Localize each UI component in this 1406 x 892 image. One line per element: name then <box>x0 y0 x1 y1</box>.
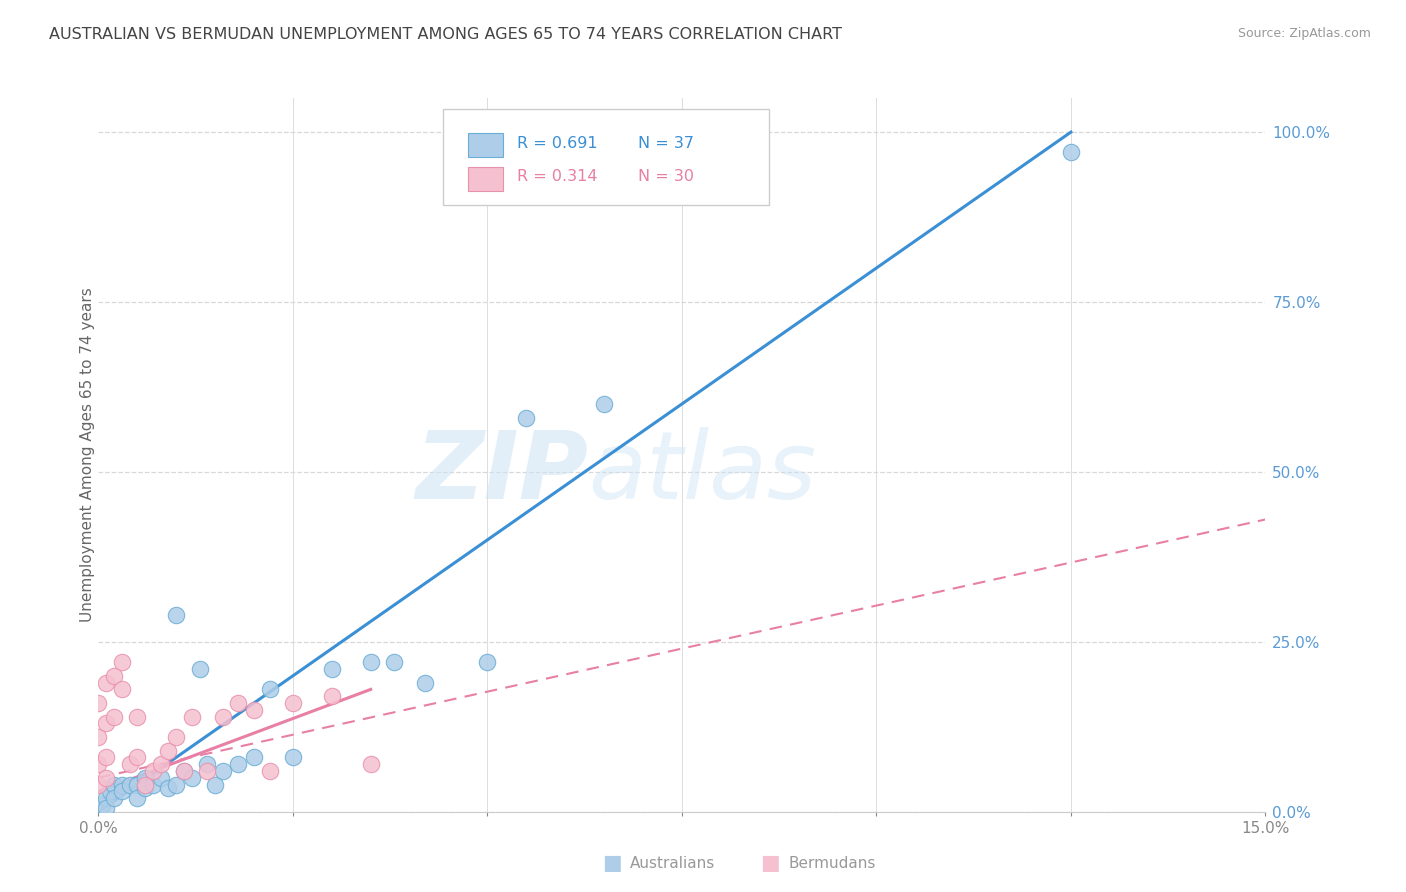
Point <box>91 797 114 812</box>
Point <box>515 410 537 425</box>
FancyBboxPatch shape <box>443 109 769 205</box>
Point <box>127 750 149 764</box>
Point <box>212 709 235 723</box>
Point <box>87 696 110 710</box>
Bar <box>468 167 503 191</box>
Point <box>195 757 218 772</box>
Point <box>103 778 125 792</box>
Text: Source: ZipAtlas.com: Source: ZipAtlas.com <box>1237 27 1371 40</box>
Point <box>477 655 499 669</box>
Text: N = 30: N = 30 <box>637 169 693 184</box>
Point <box>149 771 172 785</box>
Point <box>243 750 266 764</box>
Point <box>593 397 616 411</box>
Point <box>165 778 187 792</box>
Text: N = 37: N = 37 <box>637 136 693 151</box>
Point <box>87 778 110 792</box>
Text: ■: ■ <box>602 854 621 873</box>
Point <box>281 750 304 764</box>
Point <box>228 757 250 772</box>
Point <box>96 675 118 690</box>
Point <box>165 607 187 622</box>
Point <box>1060 145 1083 160</box>
Point <box>382 655 405 669</box>
Text: atlas: atlas <box>589 427 817 518</box>
Text: R = 0.691: R = 0.691 <box>517 136 598 151</box>
Point <box>96 791 118 805</box>
Point <box>103 709 125 723</box>
Point <box>96 750 118 764</box>
Point <box>149 757 172 772</box>
Point <box>180 771 202 785</box>
Point <box>228 696 250 710</box>
Point <box>173 764 195 778</box>
Y-axis label: Unemployment Among Ages 65 to 74 years: Unemployment Among Ages 65 to 74 years <box>80 287 94 623</box>
Point <box>111 784 134 798</box>
Point <box>165 730 187 744</box>
Point <box>173 764 195 778</box>
Point <box>118 778 141 792</box>
Point <box>259 764 281 778</box>
Point <box>87 730 110 744</box>
Point <box>142 764 165 778</box>
Point <box>134 778 156 792</box>
Point <box>134 780 156 795</box>
Point <box>98 784 121 798</box>
Point <box>321 662 343 676</box>
Point <box>321 689 343 703</box>
Point <box>195 764 218 778</box>
Text: Australians: Australians <box>630 856 716 871</box>
Point <box>157 743 180 757</box>
Text: ■: ■ <box>761 854 780 873</box>
Point <box>204 778 226 792</box>
Point <box>111 778 134 792</box>
Point <box>87 757 110 772</box>
Point <box>281 696 304 710</box>
Point <box>671 145 693 160</box>
Point <box>127 709 149 723</box>
Point <box>157 780 180 795</box>
Text: R = 0.314: R = 0.314 <box>517 169 598 184</box>
Point <box>134 771 156 785</box>
Point <box>96 801 118 815</box>
Point <box>413 675 436 690</box>
Point <box>127 778 149 792</box>
Point <box>180 709 202 723</box>
Text: ZIP: ZIP <box>416 426 589 519</box>
Point <box>96 771 118 785</box>
Point <box>103 669 125 683</box>
Point <box>111 682 134 697</box>
Bar <box>468 133 503 157</box>
Point <box>142 778 165 792</box>
Point <box>111 655 134 669</box>
Point <box>188 662 211 676</box>
Point <box>360 757 382 772</box>
Point <box>259 682 281 697</box>
Text: Bermudans: Bermudans <box>789 856 876 871</box>
Point <box>127 791 149 805</box>
Point <box>118 757 141 772</box>
Point <box>360 655 382 669</box>
Point <box>212 764 235 778</box>
Point <box>243 703 266 717</box>
Text: AUSTRALIAN VS BERMUDAN UNEMPLOYMENT AMONG AGES 65 TO 74 YEARS CORRELATION CHART: AUSTRALIAN VS BERMUDAN UNEMPLOYMENT AMON… <box>49 27 842 42</box>
Point <box>103 791 125 805</box>
Point <box>96 716 118 731</box>
